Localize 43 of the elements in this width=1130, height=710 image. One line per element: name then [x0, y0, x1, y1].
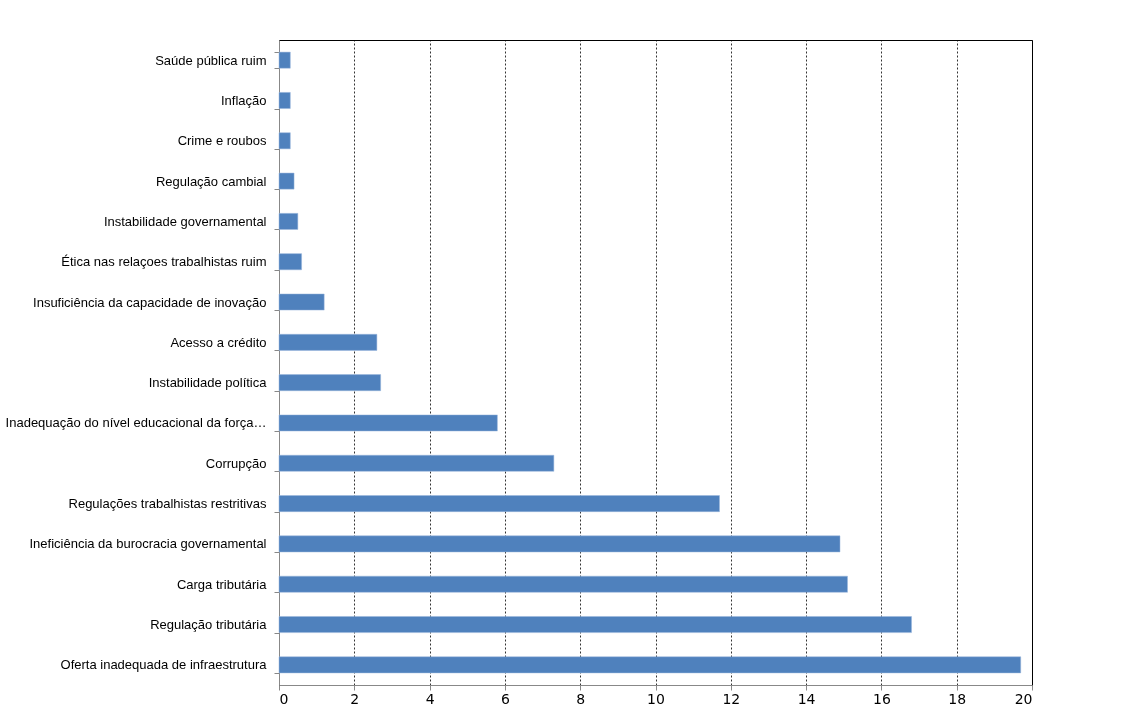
y-tick-label: Acesso a crédito: [170, 334, 267, 350]
bar: [278, 92, 291, 109]
y-tick-label: Saúde pública ruim: [155, 52, 267, 68]
x-tick-label: 12: [722, 690, 741, 707]
bar: [278, 172, 295, 190]
y-tick-label: Regulação cambial: [155, 173, 267, 189]
y-tick-label: Instabilidade governamental: [103, 213, 267, 229]
bar: [278, 253, 302, 271]
y-tick-label: Corrupção: [205, 455, 267, 471]
x-tick-label: 20: [1014, 690, 1033, 707]
x-tick-label: 10: [647, 690, 665, 707]
x-tick-label: 6: [500, 690, 510, 707]
bar: [278, 51, 291, 69]
bar: [278, 495, 720, 512]
bar: [278, 414, 498, 432]
y-tick-label: Insuficiência da capacidade de inovação: [33, 294, 267, 310]
y-tick-label: Ética nas relaçoes trabalhistas ruim: [61, 254, 267, 270]
y-tick-label: Inflação: [220, 92, 267, 108]
y-tick-label: Regulações trabalhistas restritivas: [68, 496, 267, 512]
y-tick-label: Regulação tributária: [150, 617, 268, 633]
bar: [278, 334, 378, 351]
x-tick-label: 16: [872, 690, 891, 707]
y-tick-label: Carga tributária: [176, 576, 268, 592]
x-tick-label: 2: [350, 690, 360, 707]
bar: [278, 213, 299, 230]
x-tick-label: 8: [576, 690, 586, 707]
x-tick-label: 14: [797, 690, 816, 707]
y-tick-label: Inadequação do nível educacional da força…: [5, 415, 267, 431]
bar: [278, 656, 1021, 674]
bar: [278, 616, 912, 633]
bar: [278, 535, 841, 553]
y-tick-label: Instabilidade política: [148, 375, 268, 391]
bar: [278, 575, 848, 593]
x-tick-label: 0: [279, 690, 289, 707]
bar: [278, 293, 325, 311]
y-tick-label: Crime e roubos: [177, 133, 267, 149]
y-tick-label: Ineficiência da burocracia governamental: [29, 536, 267, 552]
y-tick-label: Oferta inadequada de infraestrutura: [60, 657, 268, 673]
bar: [278, 454, 555, 472]
x-tick-label: 4: [425, 690, 435, 707]
bar: [278, 374, 381, 391]
bar: [278, 132, 291, 150]
x-tick-label: 18: [948, 690, 967, 707]
